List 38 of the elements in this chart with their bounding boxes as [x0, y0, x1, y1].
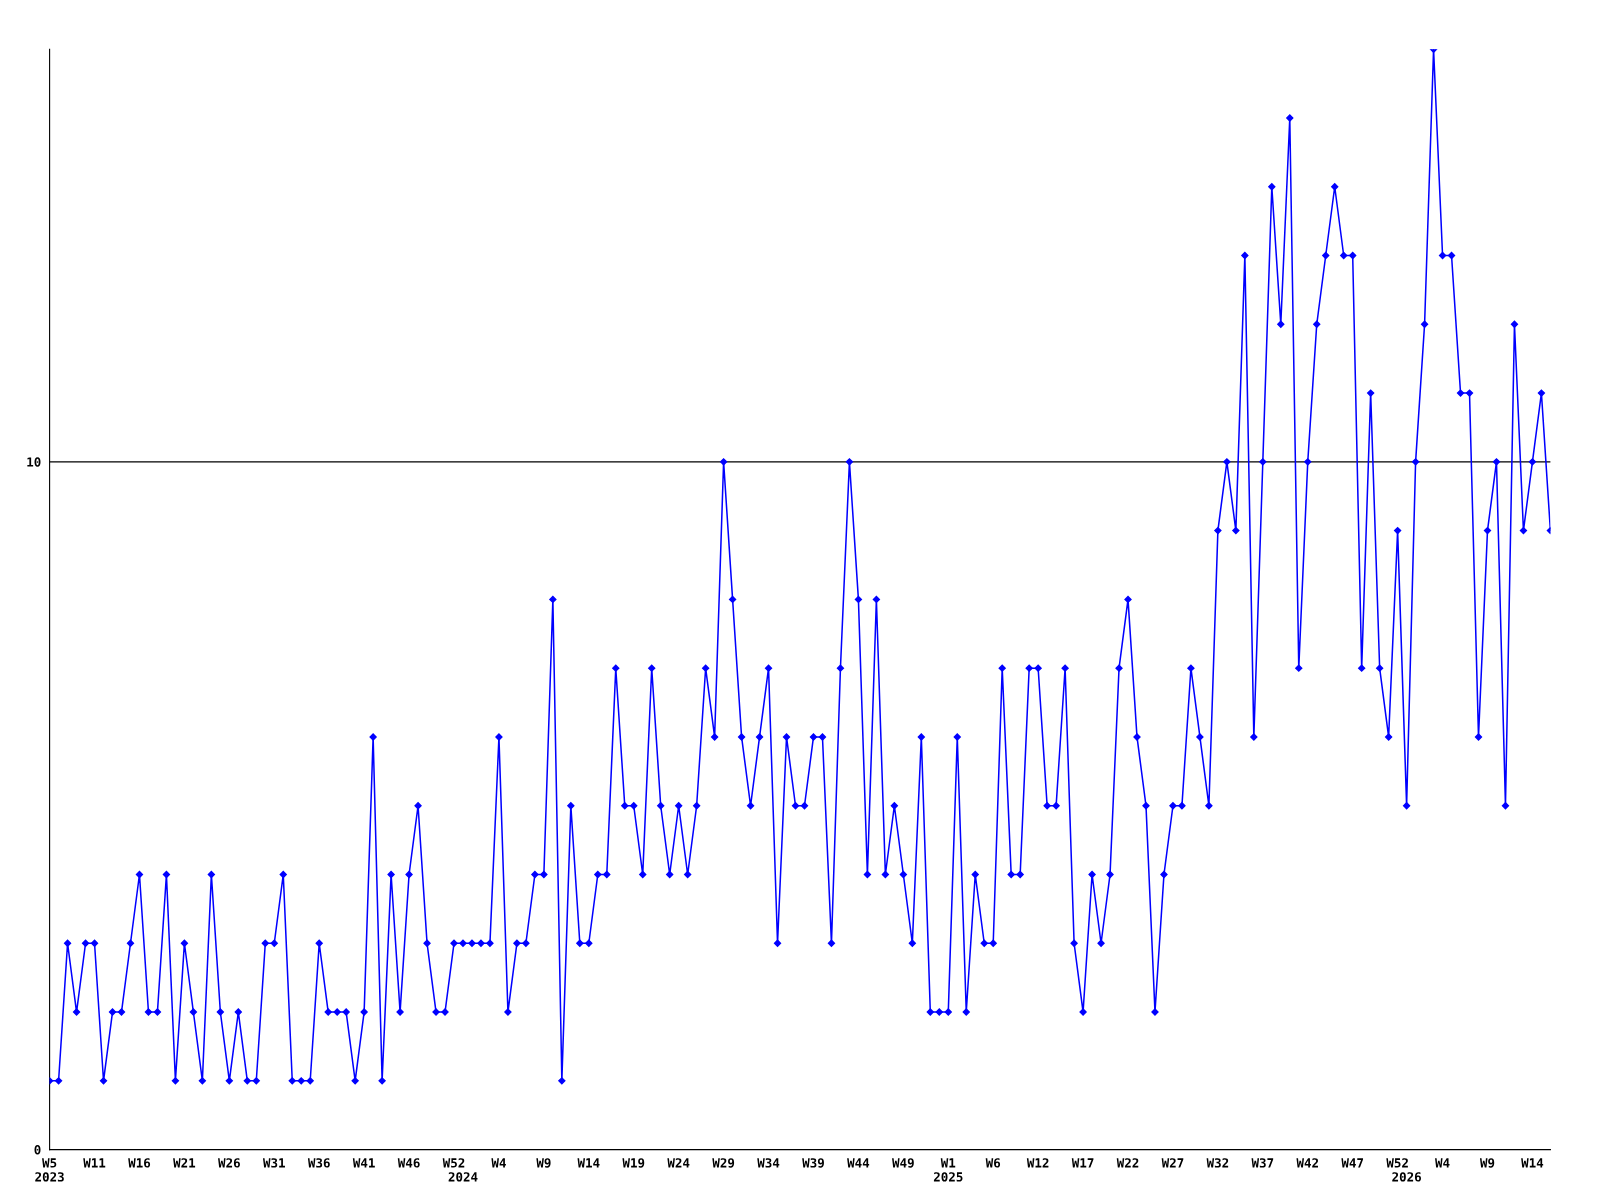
x-tick-label: W49	[892, 1158, 914, 1168]
x-tick-label: W22	[1116, 1158, 1139, 1168]
x-tick-label: W29	[712, 1158, 735, 1168]
x-tick-label: W4	[1435, 1158, 1450, 1168]
x-tick-label: W46	[397, 1158, 420, 1168]
x-tick-label: 2026	[1392, 1172, 1421, 1182]
x-tick-label: W17	[1071, 1158, 1094, 1168]
x-tick-label: W32	[1206, 1158, 1229, 1168]
x-tick-label: W5 2023	[35, 1158, 64, 1182]
x-tick-label: W37	[1251, 1158, 1274, 1168]
x-tick-label: W31	[262, 1158, 285, 1168]
y-tick-label: 10	[27, 457, 41, 467]
x-tick-label: W41	[352, 1158, 375, 1168]
y-tick-label: 0	[34, 1145, 41, 1155]
x-tick-label: W36	[307, 1158, 330, 1168]
x-tick-label: W1 2025	[933, 1158, 963, 1182]
x-tick-label: W6	[985, 1158, 1001, 1168]
x-tick-label: 2024	[448, 1172, 478, 1182]
x-tick-label: W26	[218, 1158, 240, 1168]
x-tick-label: W34	[757, 1158, 780, 1168]
x-tick-label: W47	[1341, 1158, 1364, 1168]
x-tick-label: W39	[802, 1158, 824, 1168]
x-tick-label: W44	[847, 1158, 870, 1168]
x-tick-label: W14	[1521, 1158, 1544, 1168]
x-tick-label: W24	[667, 1158, 690, 1168]
x-tick-label: W52	[1386, 1158, 1408, 1168]
x-tick-label: W4	[491, 1158, 506, 1168]
x-tick-label: W14	[577, 1158, 600, 1168]
x-tick-label: W27	[1161, 1158, 1184, 1168]
x-tick-label: W12	[1026, 1158, 1049, 1168]
x-tick-label: W9	[1479, 1158, 1495, 1168]
x-tick-label: W21	[173, 1158, 196, 1168]
x-tick-label: W19	[622, 1158, 645, 1168]
x-tick-label: W9	[536, 1158, 551, 1168]
x-tick-label: W11	[83, 1158, 106, 1168]
x-tick-label: W42	[1296, 1158, 1319, 1168]
x-tick-label: W52	[442, 1158, 465, 1168]
x-tick-label: W16	[128, 1158, 151, 1168]
